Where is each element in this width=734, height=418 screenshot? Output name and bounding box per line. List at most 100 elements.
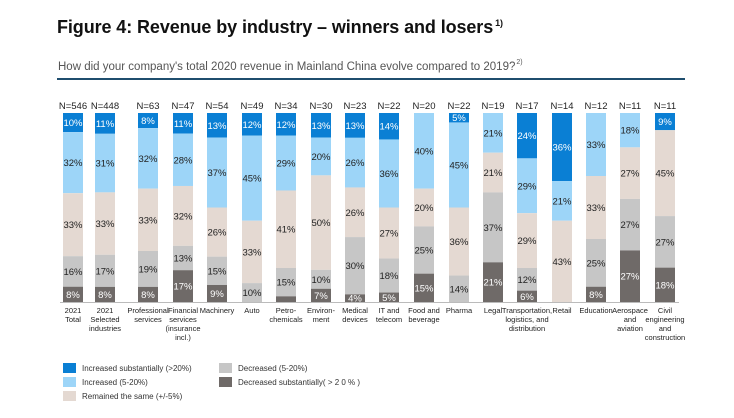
bar-segment [345,294,365,302]
sample-size-label: N=49 [241,101,264,112]
subtitle-footnote: 2) [516,59,523,66]
category-label: incl.) [175,333,191,342]
bar-segment [345,237,365,295]
bar-segment [620,147,640,199]
legend-swatch [219,377,232,387]
data-label: 27% [620,272,640,283]
bar-segment [95,113,115,134]
data-label: 33% [586,203,606,214]
bar-segment [586,239,606,287]
data-label: 30% [345,261,365,272]
bar-segment [379,292,399,302]
bar-segment [414,273,434,302]
legend-label: Remained the same (+/-5%) [82,391,183,401]
data-label: 12% [242,120,262,131]
legend-swatch [63,377,76,387]
bar-segment [207,256,227,285]
data-label: 45% [655,169,675,180]
legend-item-increased-substantially: Increased substantially (>20%) [63,363,192,373]
bar-segment [173,113,193,134]
data-label: 29% [276,159,296,170]
bar-segment [620,113,640,148]
data-label: 29% [517,236,537,247]
category-label: devices [342,315,368,324]
data-label: 13% [345,121,365,132]
bar-segment [655,113,675,131]
data-label: 25% [586,258,606,269]
data-label: 8% [141,290,155,301]
bar-segment [138,188,158,251]
sample-size-label: N=11 [654,101,676,112]
bar-segment [655,130,675,217]
category-label: Auto [244,306,259,315]
category-label: logistics, and [505,315,548,324]
data-label: 29% [517,181,537,192]
bar-segment [207,113,227,138]
figure-title-text: Figure 4: Revenue by industry – winners … [57,17,494,37]
bar-segment [311,137,331,176]
category-label: (insurance [165,324,200,333]
bar-segment [173,270,193,302]
bar-segment [63,113,83,133]
bar-segment [173,185,193,246]
category-label: ment [313,315,331,324]
bar-segment [552,181,572,221]
category-label: engineering [645,315,684,324]
data-label: 12% [276,120,296,131]
category-label: Food and [408,306,440,315]
data-label: 13% [311,121,331,132]
bar-segment [242,220,262,284]
bar-segment [276,113,296,136]
category-label: Professional [127,306,169,315]
sample-size-label: N=54 [206,101,229,112]
data-label: 26% [345,158,365,169]
bar-segment [449,207,469,276]
category-label: Machinery [200,306,235,315]
bar-segment [138,113,158,129]
category-label: telecom [376,315,402,324]
sample-size-label: N=22 [448,101,471,112]
data-label: 27% [620,220,640,231]
data-label: 41% [276,225,296,236]
category-label: IT and [378,306,399,315]
legend-swatch [219,363,232,373]
bar-segment [345,113,365,138]
category-label: and [659,324,672,333]
data-label: 33% [95,219,115,230]
data-label: 8% [589,290,603,301]
category-label: Financial [168,306,198,315]
sample-size-label: N=12 [585,101,608,112]
bar-segment [63,256,83,287]
bar-segment [379,113,399,140]
data-label: 24% [517,131,537,142]
category-label: Retail [552,306,572,315]
data-label: 15% [414,283,434,294]
bar-segment [483,152,503,193]
data-label: 7% [314,291,328,302]
data-label: 36% [449,237,469,248]
data-label: 18% [620,126,640,137]
data-label: 33% [586,140,606,151]
data-label: 17% [95,266,115,277]
category-label: services [169,315,197,324]
data-label: 11% [96,119,115,130]
bar-segment [95,286,115,302]
category-label: chemicals [269,315,303,324]
sample-size-label: N=63 [137,101,160,112]
data-label: 14% [379,122,399,133]
data-label: 20% [414,203,434,214]
category-label: Education [579,306,612,315]
figure-subtitle: How did your company's total 2020 revenu… [58,59,523,73]
category-label: Aerospace [612,306,648,315]
data-label: 4% [348,294,362,305]
data-label: 32% [173,211,193,222]
data-label: 17% [173,282,193,293]
data-label: 21% [483,168,503,179]
bar-segment [207,137,227,208]
legend-label: Increased substantially (>20%) [82,363,192,373]
bar-segment [207,284,227,302]
bar-segment [138,286,158,302]
bar-segment [449,275,469,302]
data-label: 36% [379,169,399,180]
subtitle-divider [57,78,685,80]
